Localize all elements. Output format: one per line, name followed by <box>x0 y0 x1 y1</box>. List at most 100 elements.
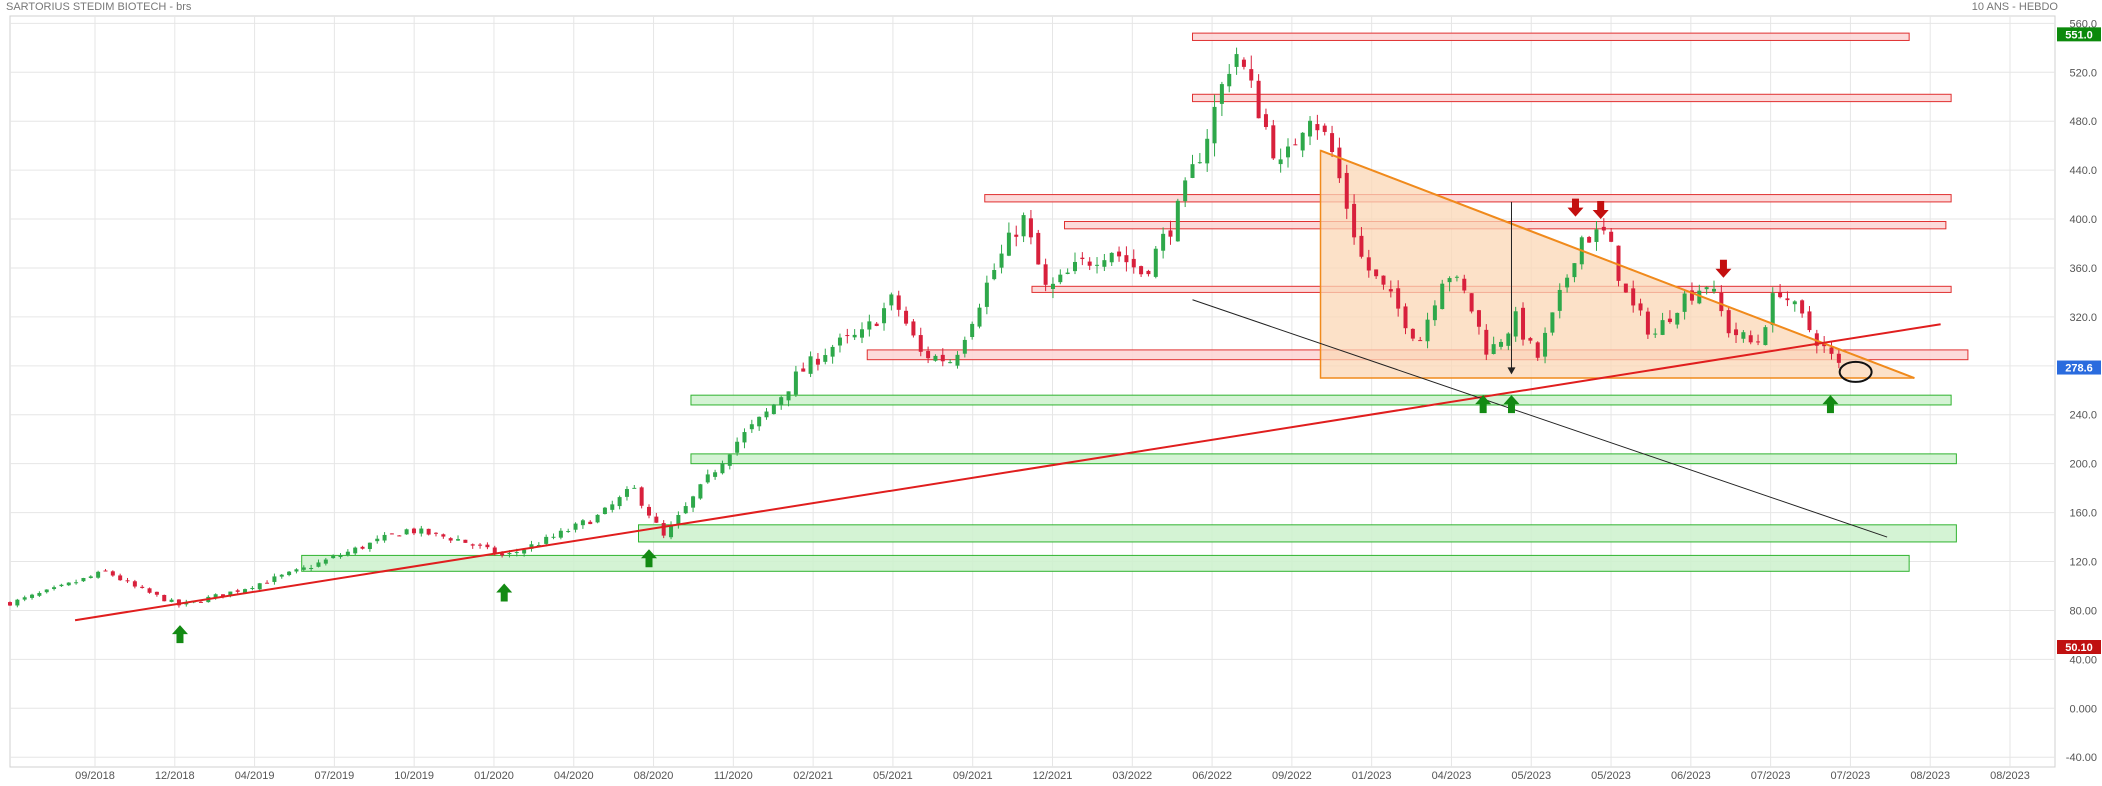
axes: 560.0520.0480.0440.0400.0360.0320.0280.0… <box>75 18 2101 782</box>
candle-body <box>1836 353 1841 363</box>
x-tick-label: 05/2021 <box>873 770 913 782</box>
candle-body <box>1352 203 1357 238</box>
x-tick-label: 01/2023 <box>1352 770 1392 782</box>
candle-body <box>1462 278 1467 291</box>
candle-body <box>1227 73 1232 87</box>
triangle-upper-line <box>1320 149 1915 379</box>
target-arrow-head <box>1507 367 1516 375</box>
candle-body <box>735 441 740 453</box>
candle-body <box>698 484 703 499</box>
resistance-zone <box>1192 93 1952 103</box>
candle-body <box>1616 245 1621 281</box>
candle-body <box>522 549 527 554</box>
candle-body <box>485 544 490 548</box>
candle-body <box>867 321 872 330</box>
candle-body <box>1175 200 1180 242</box>
candle-body <box>911 321 916 336</box>
candle-body <box>926 351 931 359</box>
support-zone <box>690 453 1957 465</box>
candle-body <box>1594 229 1599 242</box>
candle-body <box>514 552 519 554</box>
chart-title: SARTORIUS STEDIM BIOTECH - brs <box>6 1 192 13</box>
candle-body <box>456 539 461 541</box>
candle-body <box>220 594 225 597</box>
candle-body <box>22 597 27 600</box>
candle-body <box>1447 278 1452 283</box>
candle-body <box>661 523 666 536</box>
candle-body <box>411 528 416 534</box>
candle-body <box>140 586 145 588</box>
candle-body <box>1271 125 1276 159</box>
candle-body <box>213 594 218 598</box>
descending-line <box>1192 299 1888 538</box>
candle-body <box>551 536 556 538</box>
candle-body <box>419 528 424 534</box>
candle-body <box>1454 276 1459 278</box>
candle-body <box>757 416 762 427</box>
up-arrow <box>640 549 657 568</box>
candle-body <box>331 555 336 559</box>
candle-body <box>1734 329 1739 336</box>
x-tick-label: 05/2023 <box>1591 770 1631 782</box>
x-tick-label: 04/2020 <box>554 770 594 782</box>
candle-body <box>169 599 174 602</box>
candle-body <box>1778 292 1783 298</box>
y-tick-label: 560.0 <box>2069 18 2097 30</box>
rising-trendline <box>74 323 1941 622</box>
candle-body <box>1043 264 1048 285</box>
candle-body <box>1036 232 1041 265</box>
candle-body <box>1550 312 1555 333</box>
candle-body <box>154 591 159 595</box>
x-tick-label: 06/2023 <box>1671 770 1711 782</box>
candle-body <box>1513 311 1518 337</box>
candle-body <box>294 569 299 572</box>
y-tick-label: 160.0 <box>2069 508 2097 520</box>
candle-body <box>676 515 681 526</box>
candle-body <box>830 346 835 357</box>
candle-body <box>1667 318 1672 323</box>
candle-body <box>1792 301 1797 305</box>
price-badge <box>2057 640 2101 655</box>
candle-body <box>1638 303 1643 311</box>
candle-body <box>1058 274 1063 283</box>
candle-body <box>1770 293 1775 326</box>
candle-body <box>74 582 79 584</box>
candle-body <box>595 514 600 523</box>
x-tick-label: 06/2022 <box>1192 770 1232 782</box>
candle-body <box>955 354 960 366</box>
candle-body <box>125 580 130 582</box>
candle-body <box>1822 343 1827 347</box>
candle-body <box>338 555 343 558</box>
candle-body <box>544 536 549 544</box>
candle-body <box>1800 300 1805 314</box>
candle-body <box>691 496 696 508</box>
candle-body <box>1315 124 1320 131</box>
candle-body <box>1484 329 1489 355</box>
candle-body <box>808 356 813 374</box>
resistance-zone <box>984 194 1952 203</box>
candle-body <box>1205 138 1210 164</box>
y-tick-label: 240.0 <box>2069 410 2097 422</box>
candle-body <box>779 397 784 406</box>
grid-lines <box>9 15 2056 768</box>
x-tick-label: 04/2019 <box>235 770 275 782</box>
candle-body <box>632 487 637 489</box>
candle-body <box>1219 84 1224 104</box>
candle-body <box>81 578 86 582</box>
candle-body <box>1212 106 1217 144</box>
price-badge-label: 50.10 <box>2065 642 2093 654</box>
candle-body <box>52 587 57 590</box>
candle-body <box>500 553 505 556</box>
y-tick-label: 360.0 <box>2069 263 2097 275</box>
candle-body <box>301 567 306 570</box>
candle-body <box>771 404 776 415</box>
candle-body <box>1829 347 1834 354</box>
candle-body <box>360 546 365 549</box>
x-tick-label: 01/2020 <box>474 770 514 782</box>
up-arrow <box>171 625 188 644</box>
candle-body <box>1072 261 1077 272</box>
candle-body <box>404 529 409 535</box>
candle-body <box>1491 344 1496 355</box>
candle-body <box>235 590 240 592</box>
